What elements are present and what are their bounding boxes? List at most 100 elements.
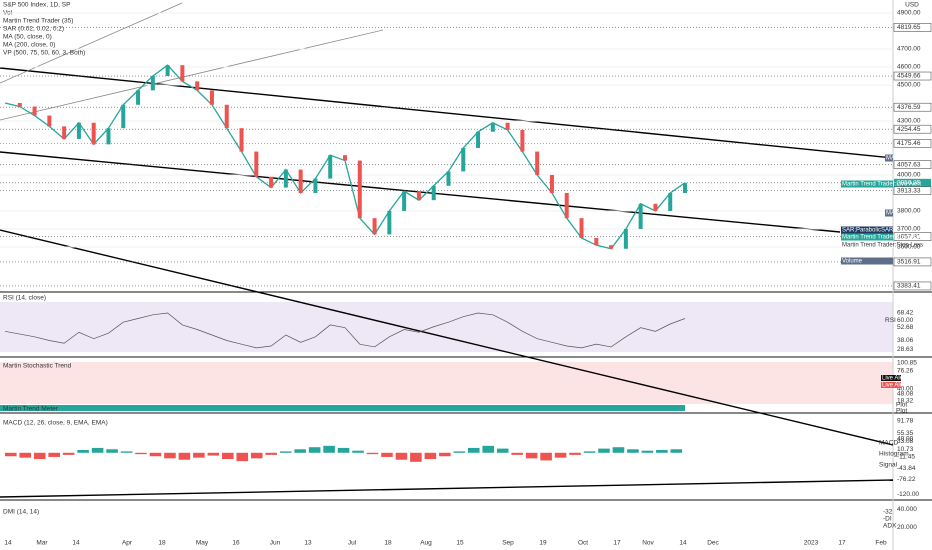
legend-item: MA (50, close, 0): [3, 34, 52, 41]
macd-bar: [236, 452, 249, 462]
x-tick-label: 17: [613, 540, 621, 547]
stoch-label: 76.26: [897, 368, 914, 375]
candle: [47, 115, 52, 127]
series-tag-label: SAR;ParabolicSAR: [842, 228, 894, 234]
candle: [668, 192, 673, 211]
x-tick-label: 13: [304, 540, 312, 547]
candle: [106, 128, 111, 145]
candle: [638, 203, 643, 229]
level-tag: [893, 160, 932, 169]
legend-item: VP (500, 75, 50, 60, 3, Both): [3, 50, 85, 57]
legend-item: S&P 500 Index, 1D, SP: [3, 2, 70, 9]
macd-bar: [439, 452, 451, 457]
level-label: 4175.46: [897, 140, 921, 147]
rsi-tag: RSI: [885, 317, 896, 324]
candle: [402, 191, 407, 211]
candle: [520, 129, 525, 152]
level-tag: [893, 102, 932, 112]
macd-bar: [5, 452, 17, 457]
macd-label: -120.00: [897, 491, 919, 498]
trend-line: [0, 29, 384, 121]
macd-label: -11.45: [897, 453, 915, 460]
level-label: 4057.63: [897, 161, 921, 168]
x-tick-label: 19: [539, 540, 547, 547]
macd-bar: [381, 452, 393, 457]
candle: [416, 191, 421, 201]
x-tick-label: 18: [384, 540, 392, 547]
level-tag: [893, 186, 932, 195]
candle: [91, 122, 96, 145]
macd-bar: [265, 452, 277, 455]
macd-bar: [583, 451, 596, 453]
level-tag: [893, 139, 932, 148]
macd-label: 40.00: [897, 436, 914, 443]
macd-bar: [178, 452, 191, 460]
macd-bar: [120, 451, 133, 453]
candle: [254, 151, 259, 177]
macd-tag: MACD: [879, 440, 898, 447]
macd-bar: [511, 452, 523, 455]
candle: [136, 90, 141, 105]
stoch-band: [0, 362, 893, 404]
y-tick-label: 4900.00: [897, 10, 921, 17]
candle: [283, 169, 288, 188]
x-tick-label: 17: [838, 540, 846, 547]
series-tag-label: MA: [886, 156, 895, 162]
x-tick-label: Oct: [578, 540, 588, 547]
candle: [372, 218, 377, 235]
currency: USD: [905, 2, 919, 9]
meter-tag: Plot: [896, 408, 907, 415]
macd-bar: [33, 452, 46, 460]
level-tag: [893, 23, 932, 32]
legend-item: Martin Trend Trader (35): [3, 18, 73, 25]
trend-line: [0, 479, 894, 498]
stoch-tag-label: Live Alert: [882, 376, 907, 382]
rsi-line: [4, 312, 686, 349]
macd-bar: [641, 450, 654, 453]
x-tick-label: 15: [456, 540, 464, 547]
macd-bar: [540, 452, 552, 461]
level-tag: [893, 71, 932, 81]
candle: [476, 131, 481, 148]
macd-bar: [149, 452, 162, 457]
y-tick-label: 4500.00: [897, 82, 921, 89]
macd-bar: [569, 452, 581, 455]
x-tick-label: 14: [4, 540, 12, 547]
level-tag: [894, 178, 931, 187]
macd-bar: [352, 450, 364, 453]
macd-bar: [467, 447, 480, 453]
x-tick-label: Mar: [36, 540, 48, 547]
stoch-tag-label: Live Alert: [882, 383, 907, 389]
level-label: 3913.33: [897, 187, 921, 194]
x-tick-label: 16: [232, 540, 240, 547]
candle: [180, 65, 185, 82]
x-tick-label: Jun: [270, 540, 281, 547]
y-tick-label: 4700.00: [897, 46, 921, 53]
series-tag-label: Volume: [842, 259, 863, 265]
candle: [579, 218, 584, 238]
x-tick-label: 14: [72, 540, 80, 547]
level-label: 4254.45: [897, 126, 921, 133]
candle: [623, 228, 628, 249]
macd-bar: [250, 452, 263, 459]
level-tag: [893, 232, 932, 241]
macd-bar: [19, 452, 32, 458]
macd-label: 91.78: [897, 418, 914, 425]
macd-label: 55.35: [897, 430, 914, 437]
stoch-label: 40.00: [897, 386, 914, 393]
level-label: 3956.35: [897, 180, 921, 187]
macd-tag: Histogram: [879, 451, 909, 458]
candle: [269, 176, 274, 188]
x-tick-label: Aug: [420, 540, 432, 547]
y-tick-label: 3600.00: [897, 244, 921, 251]
macd-bar: [670, 449, 683, 453]
macd-bar: [337, 447, 350, 453]
macd-bar: [294, 449, 306, 453]
x-tick-label: 2023: [804, 540, 819, 547]
macd-label: -76.22: [897, 476, 916, 483]
y-tick-label: 3700.00: [897, 226, 921, 233]
panel-title: MACD (12, 26, close, 9, EMA, EMA): [3, 420, 108, 427]
candle: [343, 155, 347, 161]
macd-label: 10.73: [897, 446, 914, 453]
